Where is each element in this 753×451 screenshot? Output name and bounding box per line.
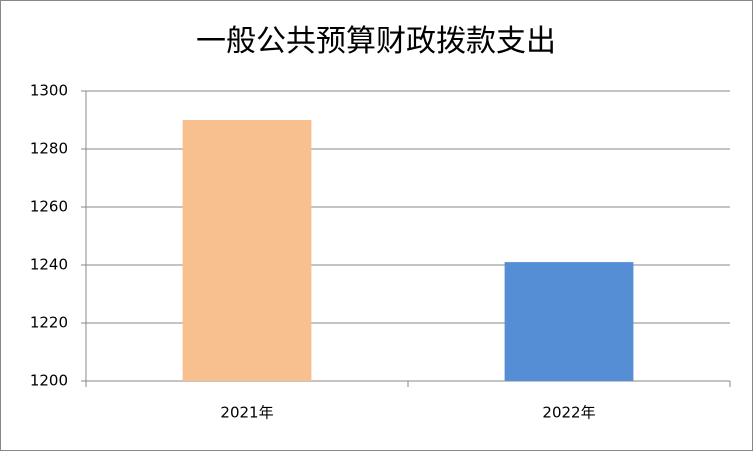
y-tick-label: 1200 — [30, 372, 68, 390]
x-tick-label: 2022年 — [542, 404, 595, 422]
chart-title: 一般公共预算财政拨款支出 — [196, 24, 556, 59]
bar — [504, 262, 634, 381]
y-tick-label: 1220 — [30, 314, 68, 332]
y-tick-label: 1260 — [30, 198, 68, 216]
y-tick-label: 1280 — [30, 140, 68, 158]
bar — [182, 120, 312, 381]
y-tick-label: 1300 — [30, 82, 68, 100]
y-tick-label: 1240 — [30, 256, 68, 274]
x-tick-label: 2021年 — [220, 404, 273, 422]
